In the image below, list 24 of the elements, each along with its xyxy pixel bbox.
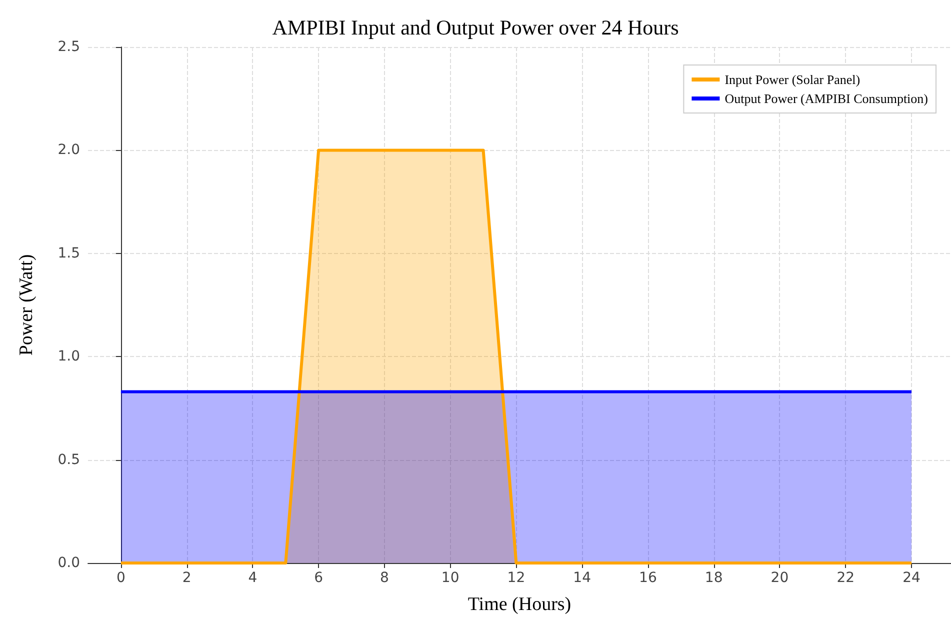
x-tick-label: 20 <box>770 570 789 586</box>
x-axis-title: Time (Hours) <box>468 594 572 615</box>
y-tick-label: 1.0 <box>58 348 80 365</box>
x-tick-label: 14 <box>573 570 592 586</box>
x-tick-label: 6 <box>314 570 324 586</box>
x-tick-label: 4 <box>248 570 258 586</box>
y-tick-label: 0.0 <box>58 555 80 571</box>
y-tick-label: 2.0 <box>58 142 80 158</box>
legend-label: Output Power (AMPIBI Consumption) <box>724 91 928 106</box>
y-tick-label: 2.5 <box>58 39 80 55</box>
x-tick-label: 18 <box>704 570 723 586</box>
x-tick-label: 2 <box>182 570 192 586</box>
x-tick-label: 22 <box>836 570 855 586</box>
x-tick-label: 12 <box>507 570 526 586</box>
x-tick-label: 16 <box>639 570 657 586</box>
x-tick-label: 8 <box>380 570 389 586</box>
y-tick-label: 1.5 <box>58 245 80 262</box>
chart-title: AMPIBI Input and Output Power over 24 Hours <box>272 16 679 40</box>
y-axis-title: Power (Watt) <box>16 254 37 356</box>
x-tick-label: 10 <box>441 570 460 586</box>
y-tick-label: 0.5 <box>58 452 80 468</box>
x-tick-label: 24 <box>902 570 920 586</box>
legend-label: Input Power (Solar Panel) <box>724 72 860 87</box>
x-tick-label: 0 <box>116 570 126 586</box>
